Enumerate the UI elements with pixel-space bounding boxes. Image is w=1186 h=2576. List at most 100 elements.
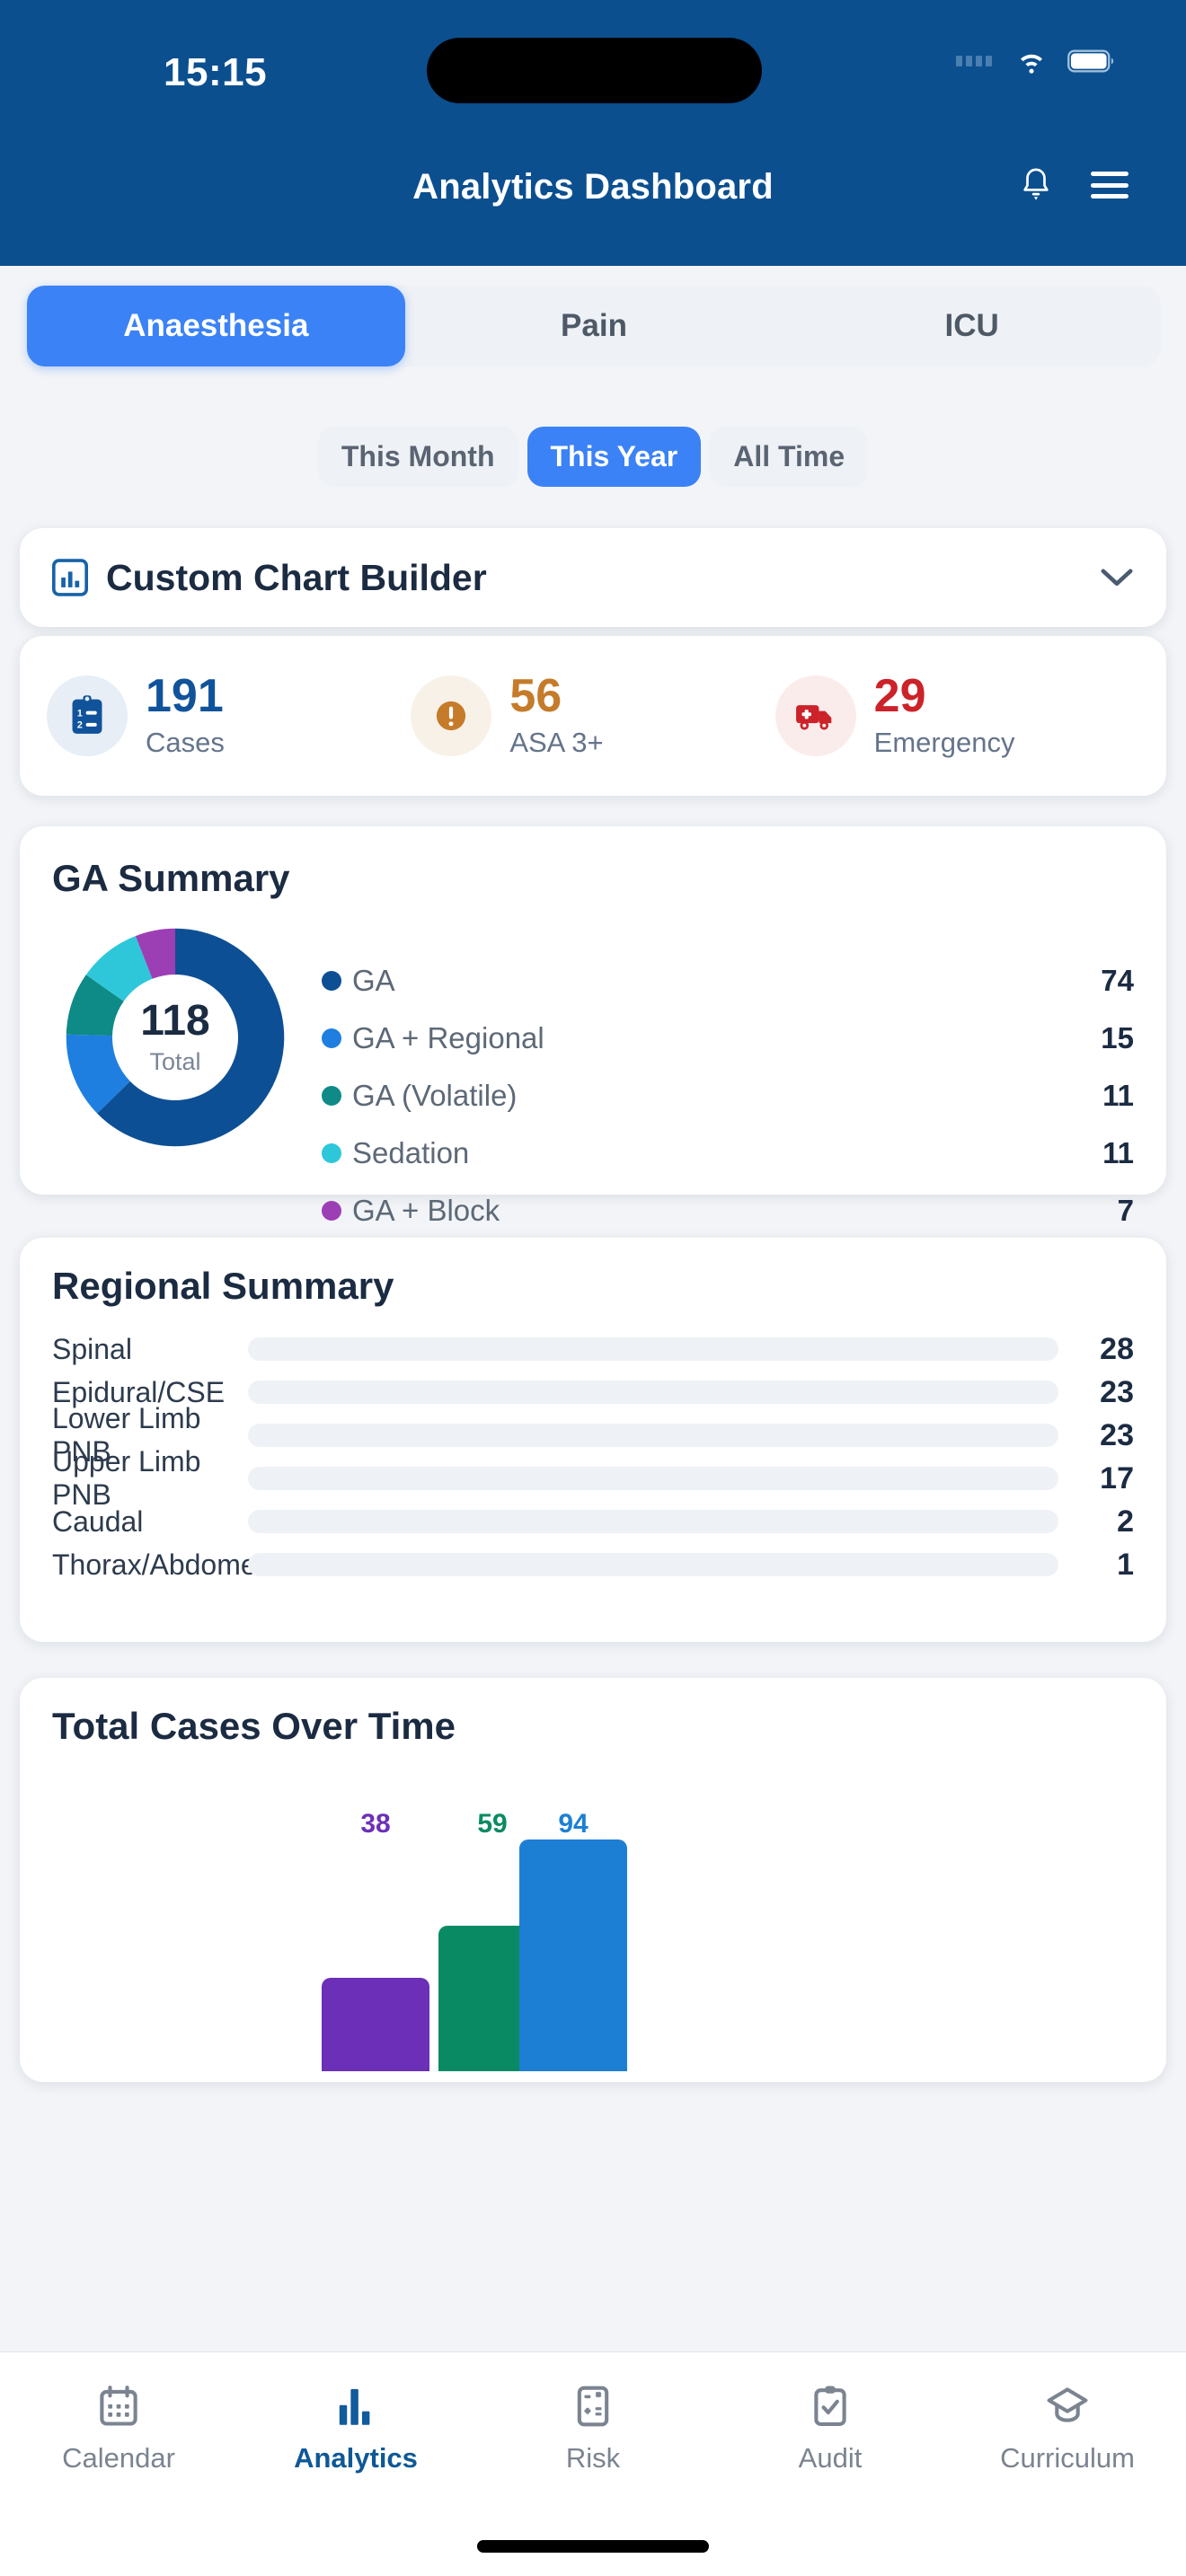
kpi-cases-label: Cases: [146, 727, 225, 758]
legend-row: GA (Volatile) 11: [322, 1067, 1134, 1125]
regional-bar-value: 28: [1100, 1331, 1134, 1366]
battery-icon: [1067, 49, 1114, 73]
donut-slice: [66, 1034, 130, 1114]
regional-bar-track: [248, 1337, 1058, 1361]
donut-total-value: 118: [140, 996, 210, 1045]
legend-color-dot: [322, 1201, 341, 1221]
dynamic-island: [427, 38, 762, 103]
regional-bar-label: Spinal: [52, 1332, 132, 1365]
donut-slice: [85, 936, 153, 1001]
legend-label: GA + Block: [352, 1194, 500, 1227]
tab-analytics[interactable]: Analytics: [237, 2383, 474, 2475]
tab-curriculum[interactable]: Curriculum: [949, 2383, 1186, 2475]
regional-bar-track: [248, 1510, 1058, 1533]
bar: [322, 1977, 429, 2071]
nav-actions: [1019, 165, 1128, 205]
bar-chart-icon: [339, 2388, 370, 2425]
tab-calendar[interactable]: Calendar: [0, 2383, 237, 2475]
chevron-down-icon[interactable]: [1100, 567, 1134, 588]
bar: [519, 1839, 627, 2071]
regional-bar-label: Lower Limb PNB: [52, 1402, 201, 1468]
regional-bar-row: Upper Limb PNB 17: [52, 1445, 1134, 1511]
total-cases-bar-chart: 38 59 94: [52, 1775, 1134, 2071]
regional-bar-track: [248, 1467, 1058, 1490]
bottom-tab-bar: Calendar Analytics: [0, 2351, 1186, 2576]
legend-row: GA 74: [322, 952, 1134, 1010]
alert-circle-icon: [411, 675, 492, 756]
chart-builder-title: Custom Chart Builder: [106, 556, 487, 598]
regional-bar-value: 23: [1100, 1374, 1134, 1409]
hamburger-menu-icon[interactable]: [1091, 172, 1128, 198]
regional-bar-value: 2: [1117, 1504, 1134, 1539]
total-cases-title: Total Cases Over Time: [52, 1705, 456, 1747]
tab-calendar-label: Calendar: [62, 2442, 175, 2474]
kpi-summary-card: 1 2 191 Cases: [20, 636, 1166, 796]
tab-audit[interactable]: Audit: [712, 2383, 949, 2475]
kpi-asa3plus[interactable]: 56 ASA 3+: [411, 673, 774, 759]
bar-value-label: 59: [477, 1809, 508, 1839]
regional-summary-title: Regional Summary: [52, 1265, 394, 1307]
regional-summary-card: Regional Summary Spinal 28 Epidural/CSE 23 L…: [20, 1238, 1166, 1642]
kpi-emergency[interactable]: 29 Emergency: [774, 670, 1139, 759]
bar-column: 94: [519, 1775, 627, 2071]
regional-bar-track: [248, 1381, 1058, 1404]
period-this-month[interactable]: This Month: [317, 427, 518, 487]
total-cases-over-time-card: Total Cases Over Time 38 59 94: [20, 1678, 1166, 2082]
regional-bar-list: Spinal 28 Epidural/CSE 23 Lower Limb PNB 23 Up…: [52, 1328, 1134, 1586]
tab-pain[interactable]: Pain: [561, 308, 627, 343]
donut-slice: [97, 928, 285, 1147]
regional-bar-track: [248, 1553, 1058, 1576]
calculator-icon: [577, 2386, 609, 2427]
ga-summary-card: GA Summary 118 Total GA 74 GA + Regional 15…: [20, 826, 1166, 1227]
kpi-cases[interactable]: 1 2 191 Cases: [47, 673, 411, 759]
regional-bar-value: 17: [1100, 1460, 1134, 1495]
cellular-dots-icon: [956, 56, 992, 66]
navigation-bar: Analytics Dashboard: [0, 135, 1186, 266]
tab-audit-label: Audit: [798, 2442, 863, 2474]
svg-text:1: 1: [77, 709, 83, 719]
regional-bar-label: Caudal: [52, 1504, 144, 1538]
legend-label: Sedation: [352, 1136, 470, 1169]
legend-label: GA + Regional: [352, 1021, 544, 1054]
legend-row: Sedation 11: [322, 1125, 1134, 1182]
bar-value-label: 38: [360, 1809, 391, 1839]
custom-chart-builder-card[interactable]: Custom Chart Builder: [20, 528, 1166, 627]
period-filter: This Month This Year All Time: [0, 427, 1186, 487]
kpi-cases-value: 191: [146, 670, 224, 722]
bell-icon[interactable]: [1019, 165, 1053, 205]
legend-label: GA (Volatile): [352, 1079, 518, 1112]
clipboard-list-icon: 1 2: [47, 675, 128, 756]
tab-analytics-label: Analytics: [294, 2442, 418, 2474]
status-bar-time: 15:15: [164, 50, 268, 94]
donut-total-label: Total: [149, 1047, 201, 1075]
ga-summary-title: GA Summary: [52, 857, 290, 899]
period-all-time[interactable]: All Time: [710, 427, 869, 487]
tab-risk[interactable]: Risk: [474, 2383, 712, 2475]
svg-text:2: 2: [77, 720, 83, 731]
specialty-tabs: Anaesthesia Pain ICU: [27, 286, 1161, 366]
regional-bar-track: [248, 1424, 1058, 1447]
bar-column: 38: [322, 1775, 429, 2071]
legend-value: 11: [1102, 1136, 1134, 1169]
donut-slice: [135, 928, 175, 979]
legend-value: 7: [1117, 1194, 1134, 1227]
page-title: Analytics Dashboard: [412, 167, 774, 207]
status-bar: 15:15: [0, 0, 1186, 135]
legend-value: 74: [1101, 964, 1134, 997]
tab-anaesthesia[interactable]: Anaesthesia: [27, 286, 405, 366]
wifi-icon: [1021, 54, 1042, 74]
legend-color-dot: [322, 1143, 341, 1163]
graduation-cap-icon: [1047, 2387, 1088, 2422]
ga-donut-chart: 118 Total: [63, 925, 288, 1150]
regional-bar-row: Thorax/Abdomen 1: [52, 1543, 1134, 1586]
tab-icu[interactable]: ICU: [944, 308, 999, 343]
kpi-emergency-value: 29: [873, 670, 926, 722]
app-header: 15:15 Analytics Dashboard: [0, 0, 1186, 266]
tab-risk-label: Risk: [565, 2442, 621, 2474]
kpi-emergency-label: Emergency: [873, 727, 1015, 758]
legend-color-dot: [322, 1028, 341, 1048]
period-this-year[interactable]: This Year: [527, 427, 702, 487]
kpi-asa3plus-value: 56: [509, 670, 562, 722]
regional-bar-row: Epidural/CSE 23: [52, 1371, 1134, 1414]
